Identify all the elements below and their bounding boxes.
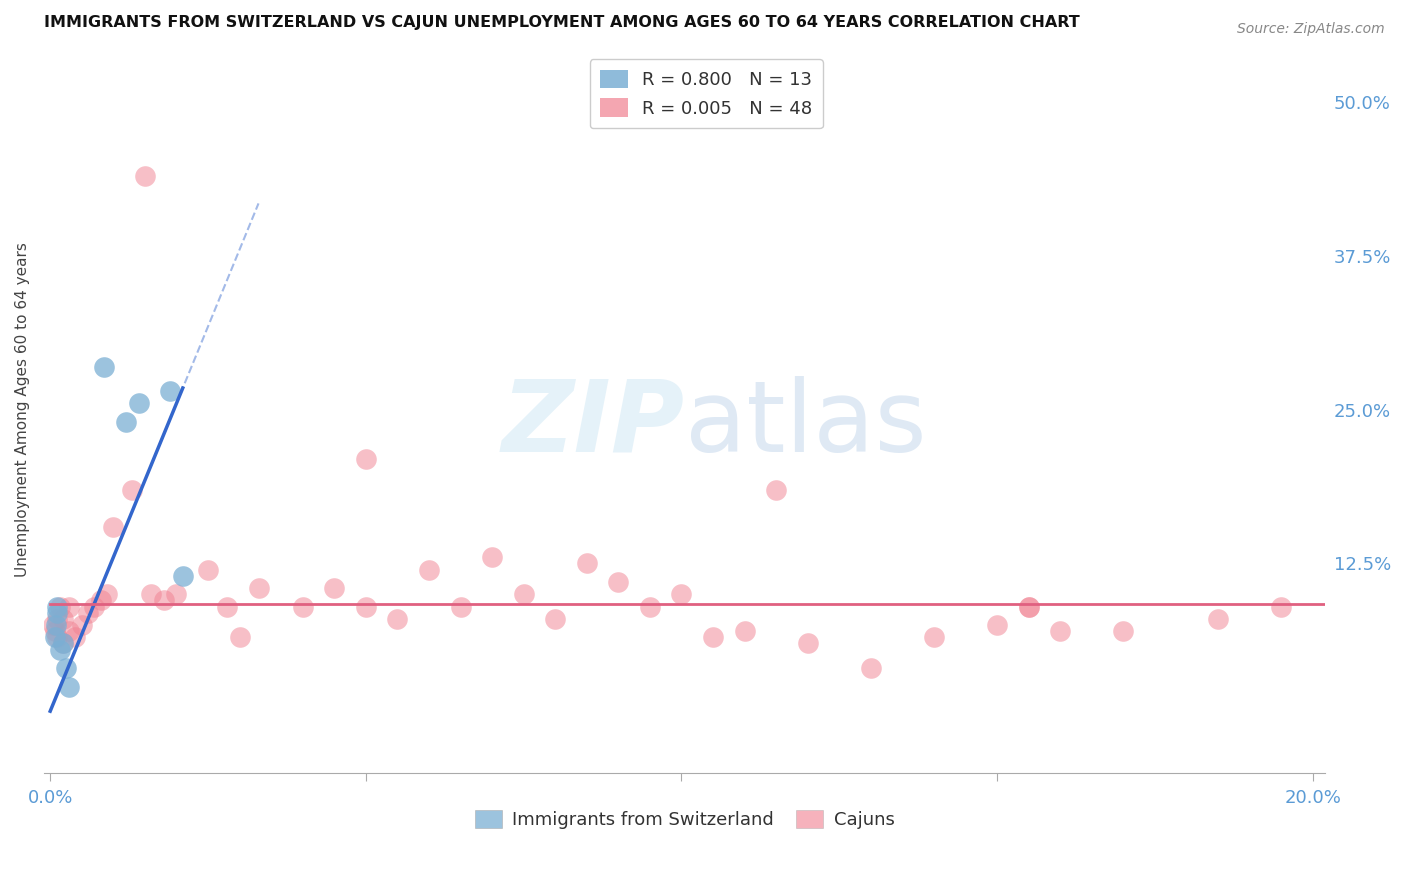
- Point: [55, 661, 77, 675]
- Text: IMMIGRANTS FROM SWITZERLAND VS CAJUN UNEMPLOYMENT AMONG AGES 60 TO 64 YEARS CORR: IMMIGRANTS FROM SWITZERLAND VS CAJUN UNE…: [44, 15, 1080, 30]
- Point: [83, 599, 105, 614]
- Point: [159, 384, 181, 398]
- Point: [638, 599, 661, 614]
- Point: [544, 612, 567, 626]
- Point: [45, 618, 67, 632]
- Point: [58, 680, 80, 694]
- Text: Source: ZipAtlas.com: Source: ZipAtlas.com: [1237, 22, 1385, 37]
- Point: [323, 581, 346, 595]
- Point: [103, 519, 125, 533]
- Point: [418, 563, 440, 577]
- Point: [702, 630, 724, 644]
- Point: [70, 618, 93, 632]
- Point: [44, 624, 66, 639]
- Point: [1206, 612, 1229, 626]
- Point: [96, 587, 118, 601]
- Point: [172, 568, 194, 582]
- Point: [52, 636, 75, 650]
- Point: [1112, 624, 1135, 639]
- Point: [671, 587, 693, 601]
- Point: [354, 451, 377, 466]
- Point: [986, 618, 1008, 632]
- Point: [52, 612, 75, 626]
- Point: [42, 618, 65, 632]
- Point: [481, 550, 503, 565]
- Point: [291, 599, 314, 614]
- Legend: Immigrants from Switzerland, Cajuns: Immigrants from Switzerland, Cajuns: [467, 803, 901, 837]
- Point: [512, 587, 534, 601]
- Point: [77, 606, 100, 620]
- Point: [215, 599, 238, 614]
- Point: [45, 606, 67, 620]
- Point: [1018, 599, 1040, 614]
- Point: [58, 599, 80, 614]
- Point: [134, 169, 156, 183]
- Point: [607, 574, 630, 589]
- Point: [65, 630, 87, 644]
- Point: [765, 483, 787, 497]
- Point: [45, 612, 67, 626]
- Point: [44, 630, 66, 644]
- Point: [1018, 599, 1040, 614]
- Point: [450, 599, 472, 614]
- Point: [575, 557, 598, 571]
- Point: [48, 642, 70, 657]
- Point: [1049, 624, 1071, 639]
- Point: [121, 483, 143, 497]
- Point: [58, 624, 80, 639]
- Point: [115, 415, 138, 429]
- Point: [45, 630, 67, 644]
- Point: [45, 599, 67, 614]
- Point: [1270, 599, 1292, 614]
- Y-axis label: Unemployment Among Ages 60 to 64 years: Unemployment Among Ages 60 to 64 years: [15, 242, 30, 577]
- Point: [247, 581, 270, 595]
- Point: [165, 587, 187, 601]
- Point: [141, 587, 163, 601]
- Point: [93, 359, 115, 374]
- Point: [90, 593, 112, 607]
- Point: [128, 396, 150, 410]
- Point: [922, 630, 945, 644]
- Point: [859, 661, 882, 675]
- Point: [796, 636, 818, 650]
- Point: [52, 636, 75, 650]
- Text: ZIP: ZIP: [502, 376, 685, 473]
- Point: [48, 599, 70, 614]
- Point: [387, 612, 409, 626]
- Text: atlas: atlas: [685, 376, 927, 473]
- Point: [734, 624, 756, 639]
- Point: [153, 593, 176, 607]
- Point: [354, 599, 377, 614]
- Point: [197, 563, 219, 577]
- Point: [228, 630, 250, 644]
